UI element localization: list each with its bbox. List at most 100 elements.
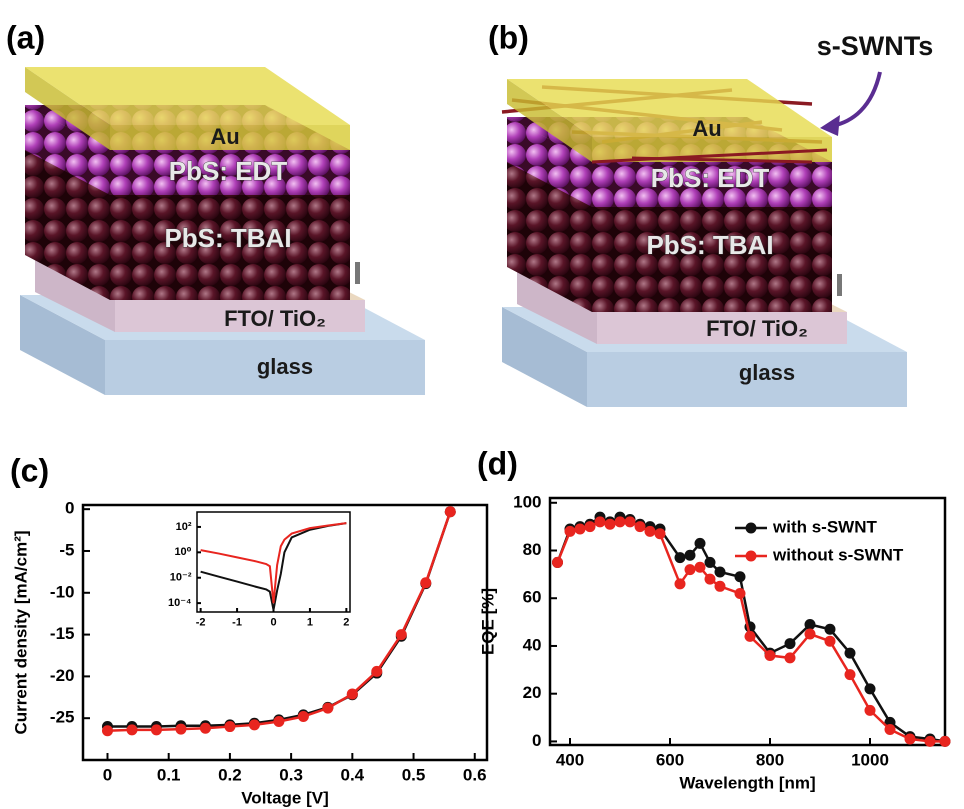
x-tick-label: 0.6 [463,766,487,785]
device-diagram: Au PbS: EDT PbS: TBAI FTO/ TiO₂ glass [502,79,907,407]
charts: 00.10.20.30.40.50.60-5-10-15-20-25Voltag… [10,445,951,807]
legend-marker [746,523,757,534]
y-tick-label: -25 [50,708,75,727]
layer-label: PbS: EDT [651,163,770,193]
data-point [575,524,586,535]
data-point [695,562,706,573]
layer-label: Au [692,116,721,141]
data-point [885,724,896,735]
legend-marker [746,551,757,562]
data-point [645,526,656,537]
data-point [685,564,696,575]
data-point [805,629,816,640]
y-tick-label: 60 [523,588,542,607]
y-tick-label: -20 [50,666,75,685]
panel-label: (a) [6,19,45,55]
page: { "diagrams": [ {"label": "(a)", "layers… [0,0,964,809]
data-point [715,581,726,592]
data-point [745,631,756,642]
x-tick-label: 400 [556,751,584,770]
device-diagram: Au PbS: EDT PbS: TBAI FTO/ TiO₂ glass [20,67,425,395]
data-point [845,648,856,659]
figure: Au PbS: EDT PbS: TBAI FTO/ TiO₂ glass (a… [0,0,964,809]
data-point [635,521,646,532]
x-tick-label: 600 [656,751,684,770]
data-point [905,734,916,745]
y-tick-label: 10⁰ [174,546,191,558]
panel-label: (b) [488,19,529,55]
y-tick-label: 10² [176,521,192,533]
layer-label: glass [739,360,795,385]
data-point [735,588,746,599]
data-point [705,574,716,585]
layer-label: Au [210,124,239,149]
y-tick-label: 20 [523,683,542,702]
x-tick-label: 1000 [851,751,889,770]
layer-label: PbS: TBAI [646,230,773,260]
x-tick-label: 0.1 [157,766,181,785]
x-tick-label: 800 [756,751,784,770]
data-point [865,683,876,694]
layer-label: PbS: EDT [169,156,288,186]
data-point [675,552,686,563]
data-point [825,636,836,647]
data-point [715,566,726,577]
y-tick-label: -10 [50,582,75,601]
data-point [785,638,796,649]
electrode-contact [355,262,360,284]
y-tick-label: 80 [523,540,542,559]
data-point [695,538,706,549]
y-axis-label: EQE [%] [478,588,497,655]
data-point [126,724,137,735]
y-tick-label: -5 [59,540,74,559]
data-point [420,577,431,588]
y-tick-label: 10⁻⁴ [168,597,191,609]
y-tick-label: 0 [532,731,541,750]
data-point [249,719,260,730]
data-point [705,557,716,568]
x-tick-label: 0 [270,616,276,628]
data-point [940,736,951,747]
chart: 00.10.20.30.40.50.60-5-10-15-20-25Voltag… [10,452,487,807]
data-point [396,629,407,640]
x-tick-label: 0.3 [279,766,303,785]
y-tick-label: -15 [50,624,75,643]
data-point [735,571,746,582]
data-point [685,550,696,561]
data-point [102,725,113,736]
legend-label: with s-SWNT [772,517,877,536]
data-point [595,516,606,527]
panel-label: (d) [477,445,518,481]
data-point [322,703,333,714]
data-point [925,736,936,747]
callout-label: s-SWNTs [817,31,934,61]
x-tick-label: 1 [307,616,313,628]
data-point [615,516,626,527]
data-point [625,516,636,527]
data-point [805,619,816,630]
x-axis-label: Voltage [V] [241,789,329,808]
data-point [298,711,309,722]
y-tick-label: 0 [65,499,74,518]
data-point [565,526,576,537]
data-point [273,716,284,727]
y-tick-label: 10⁻² [170,572,192,584]
data-point [765,650,776,661]
data-point [224,721,235,732]
legend-label: without s-SWNT [772,545,904,564]
data-point [175,724,186,735]
layer-label: PbS: TBAI [164,223,291,253]
y-axis-label: Current density [mA/cm²] [11,530,30,734]
x-tick-label: 0.2 [218,766,242,785]
data-point [655,528,666,539]
data-point [445,506,456,517]
data-point [552,557,563,568]
y-tick-label: 100 [513,492,541,511]
data-point [200,723,211,734]
layer-label: FTO/ TiO₂ [224,306,326,331]
layer-label: FTO/ TiO₂ [706,316,808,341]
x-tick-label: 0.5 [402,766,426,785]
data-point [585,521,596,532]
data-point [371,666,382,677]
